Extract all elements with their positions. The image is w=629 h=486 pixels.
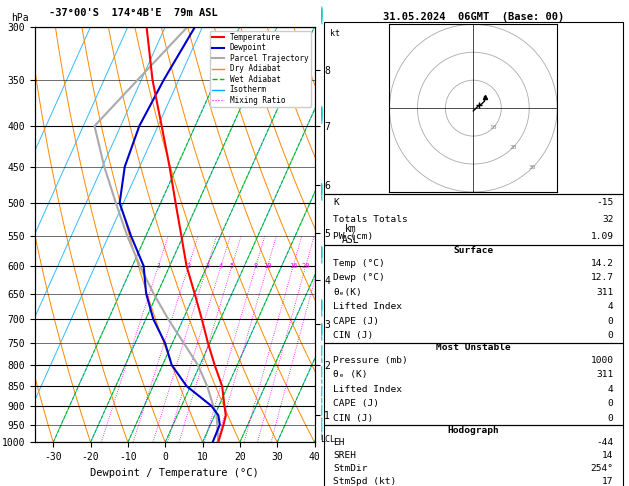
Legend: Temperature, Dewpoint, Parcel Trajectory, Dry Adiabat, Wet Adiabat, Isotherm, Mi: Temperature, Dewpoint, Parcel Trajectory… [210,31,311,107]
Text: 20: 20 [509,145,516,150]
Text: Temp (°C): Temp (°C) [333,259,385,268]
Text: 14: 14 [602,451,613,460]
Text: 0: 0 [608,331,613,340]
Text: 4: 4 [608,385,613,394]
Text: 17: 17 [602,477,613,486]
Text: 20: 20 [301,263,310,269]
Text: 10: 10 [264,263,272,269]
Text: Lifted Index: Lifted Index [333,302,402,311]
Text: 5: 5 [230,263,234,269]
Text: Totals Totals: Totals Totals [333,215,408,225]
Text: hPa: hPa [11,13,28,22]
Text: EH: EH [333,438,345,447]
Bar [324,343,623,425]
Bar [324,194,623,245]
Text: 1.09: 1.09 [591,232,613,242]
Text: 31.05.2024  06GMT  (Base: 00): 31.05.2024 06GMT (Base: 00) [382,12,564,22]
Text: 14.2: 14.2 [591,259,613,268]
Text: LCL: LCL [320,435,335,444]
Text: 4: 4 [219,263,223,269]
Text: θₑ(K): θₑ(K) [333,288,362,296]
Text: Most Unstable: Most Unstable [436,344,511,352]
Text: -15: -15 [596,198,613,208]
Text: 12.7: 12.7 [591,273,613,282]
Text: 8: 8 [253,263,258,269]
Text: 311: 311 [596,370,613,380]
Text: StmDir: StmDir [333,464,368,473]
Text: θₑ (K): θₑ (K) [333,370,368,380]
Text: kt: kt [330,29,340,38]
Text: Pressure (mb): Pressure (mb) [333,356,408,365]
Y-axis label: km
ASL: km ASL [342,224,360,245]
Text: 2: 2 [186,263,191,269]
Text: Lifted Index: Lifted Index [333,385,402,394]
X-axis label: Dewpoint / Temperature (°C): Dewpoint / Temperature (°C) [90,468,259,478]
Text: 4: 4 [608,302,613,311]
Text: Dewp (°C): Dewp (°C) [333,273,385,282]
Text: 0: 0 [608,414,613,422]
Text: 32: 32 [602,215,613,225]
Text: CAPE (J): CAPE (J) [333,316,379,326]
Text: 1: 1 [156,263,160,269]
Bar [324,425,623,486]
Text: CIN (J): CIN (J) [333,331,374,340]
Text: 311: 311 [596,288,613,296]
Text: 30: 30 [529,165,537,170]
Text: -44: -44 [596,438,613,447]
Text: 0: 0 [608,316,613,326]
Text: 0: 0 [608,399,613,408]
Text: 10: 10 [489,125,497,130]
Bar [324,245,623,343]
Text: -37°00'S  174°4B'E  79m ASL: -37°00'S 174°4B'E 79m ASL [48,8,218,18]
Text: 16: 16 [289,263,298,269]
Text: 254°: 254° [591,464,613,473]
Text: CIN (J): CIN (J) [333,414,374,422]
Text: SREH: SREH [333,451,356,460]
Text: StmSpd (kt): StmSpd (kt) [333,477,396,486]
Bar [324,22,623,194]
Text: Surface: Surface [454,246,493,255]
Text: Hodograph: Hodograph [447,426,499,435]
Text: 3: 3 [205,263,209,269]
Text: K: K [333,198,339,208]
Text: 1000: 1000 [591,356,613,365]
Text: CAPE (J): CAPE (J) [333,399,379,408]
Text: PW (cm): PW (cm) [333,232,374,242]
